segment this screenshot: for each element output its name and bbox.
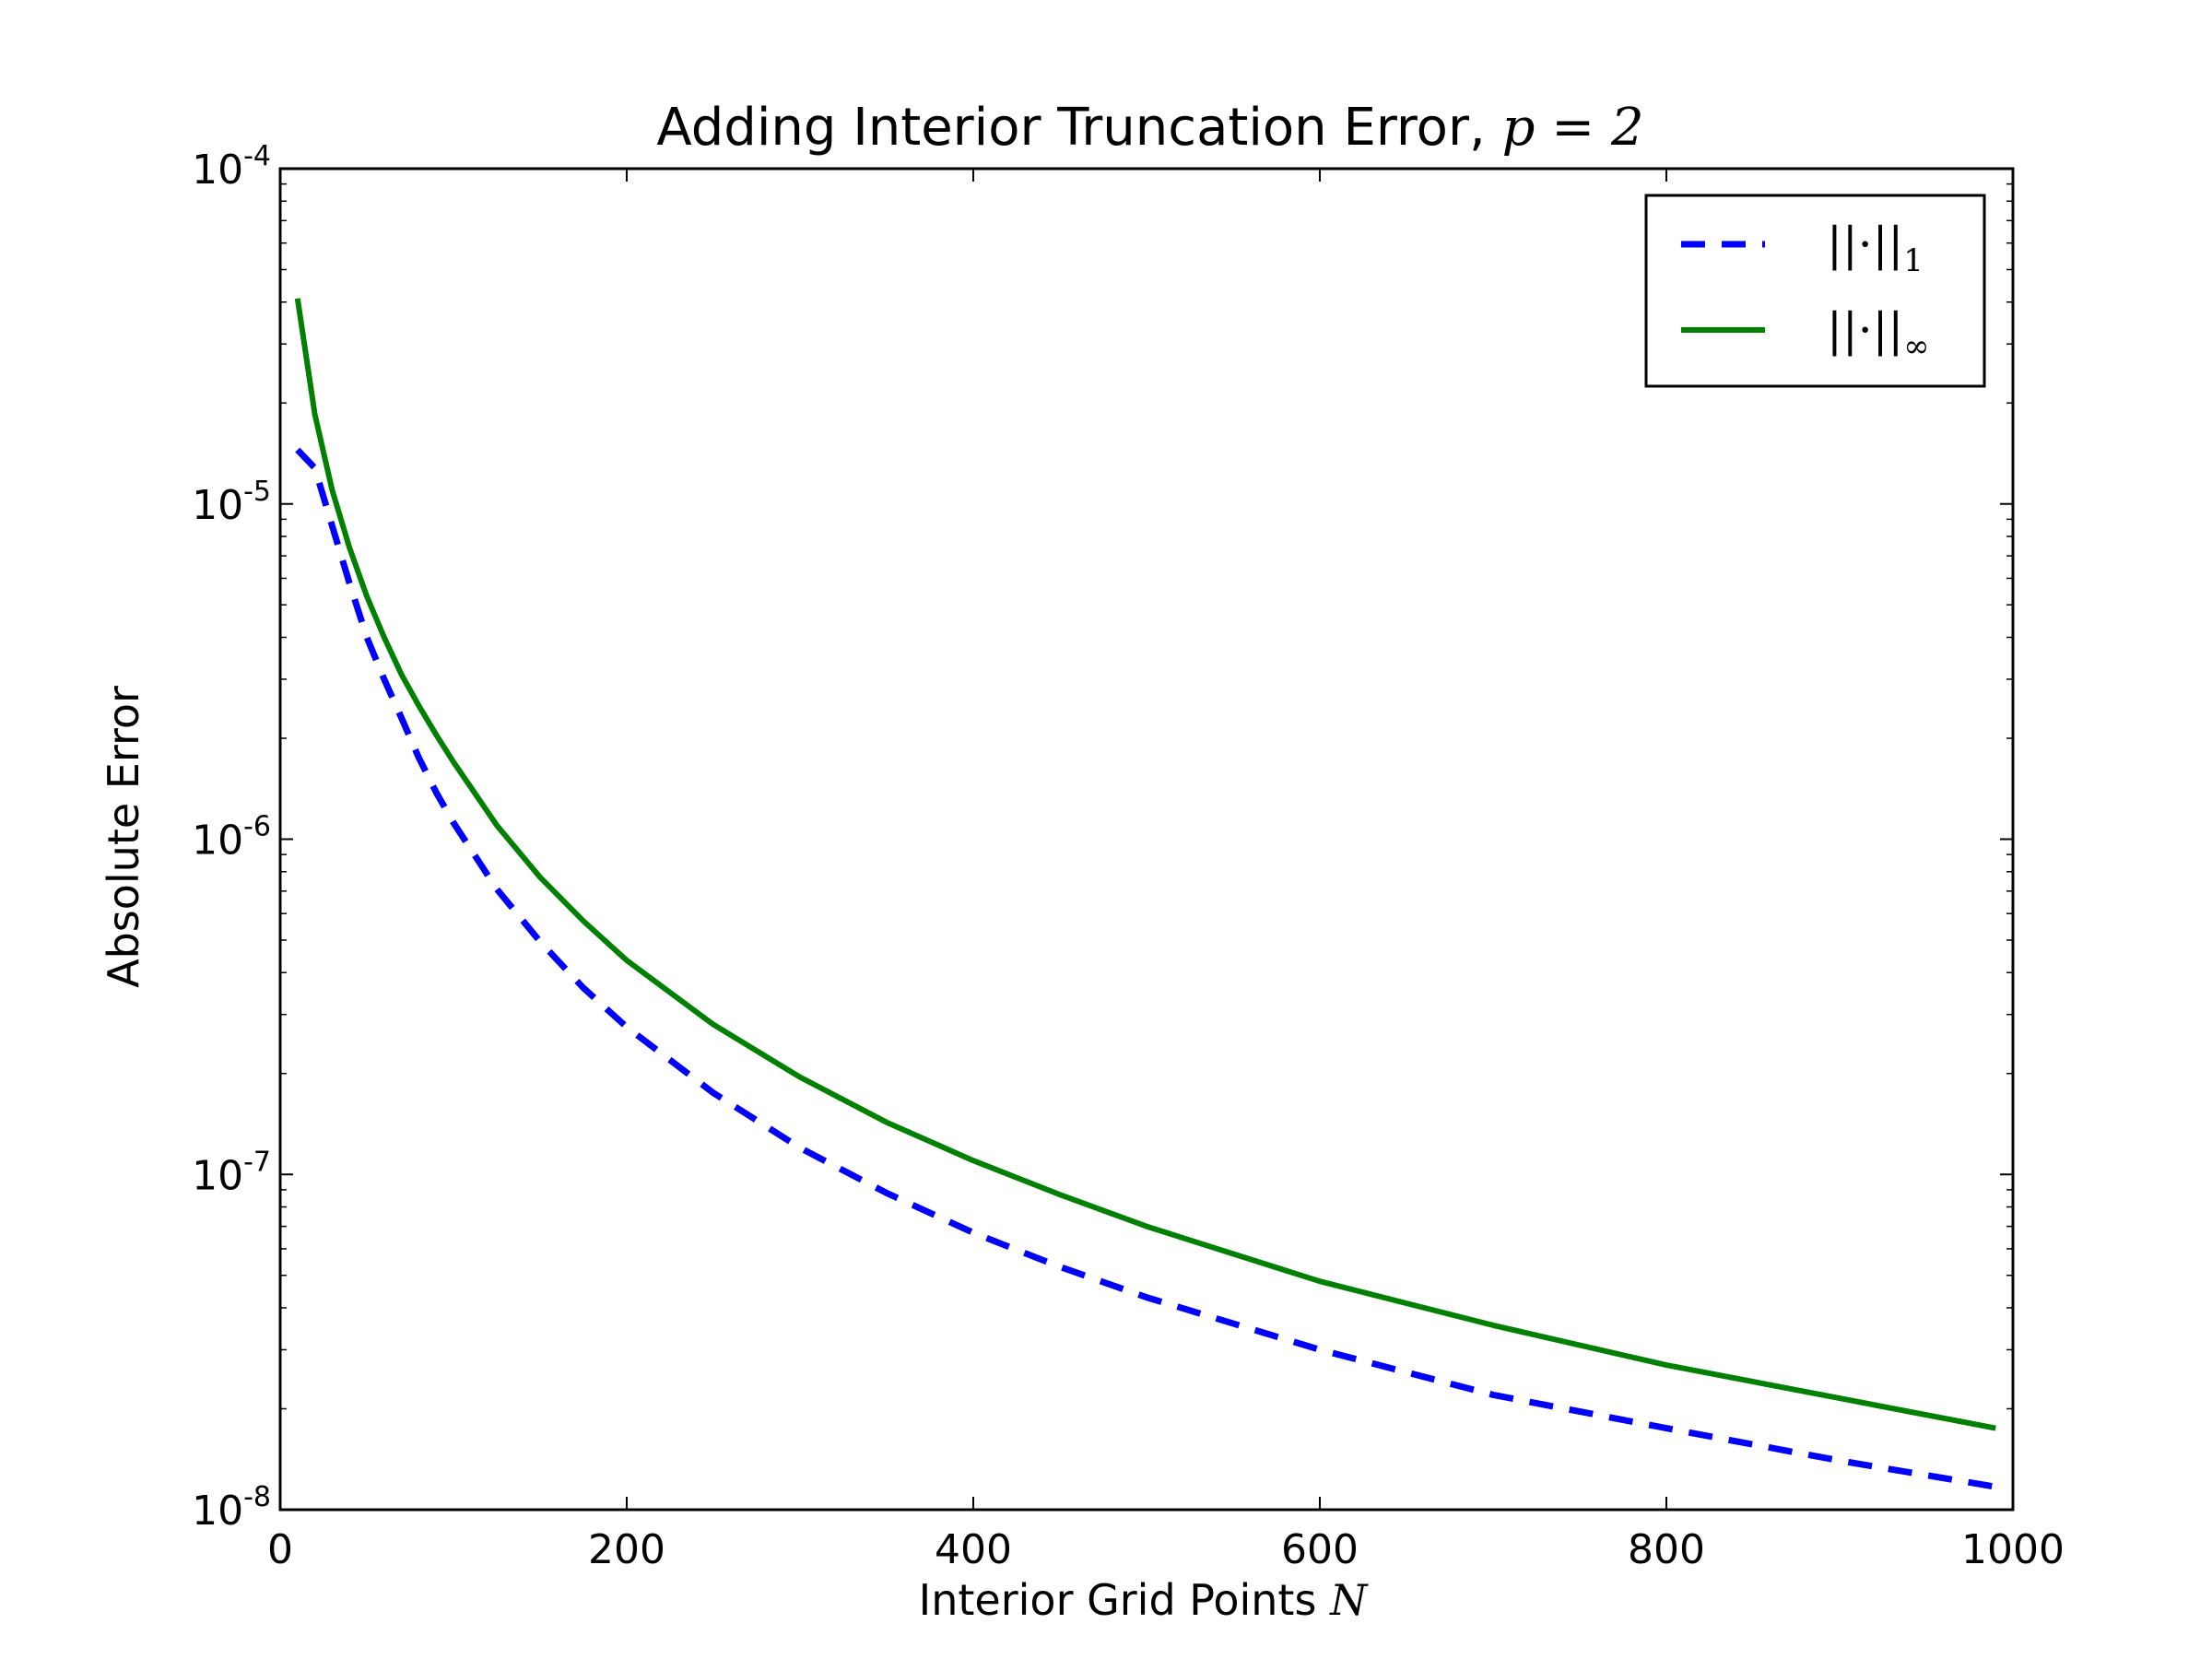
series-line-l1-norm	[295, 447, 1996, 1490]
plot-frame	[278, 167, 2015, 1512]
y-axis-label: Absolute Error	[99, 686, 148, 988]
y-tick-exp: -4	[243, 140, 271, 172]
legend-box	[1644, 194, 1986, 388]
series-line-linf-norm	[294, 298, 1996, 1431]
chart-title-text: Adding Interior Truncation Error,	[656, 98, 1501, 158]
y-tick-label: 10-7	[192, 1146, 271, 1199]
y-tick-labels: 10-8 10-7 10-6 10-5 10-4	[192, 140, 271, 1535]
y-tick-label: 10-8	[192, 1481, 271, 1535]
x-tick-label: 800	[1628, 1526, 1705, 1573]
x-axis-label-text: Interior Grid Points	[919, 1575, 1330, 1625]
y-tick-base: 10	[192, 818, 243, 865]
y-tick-base: 10	[192, 1152, 243, 1199]
chart-title: Adding Interior Truncation Error, p = 2	[656, 98, 1643, 158]
x-tick-labels: 0 200 400 600 800 1000	[267, 1526, 2065, 1573]
legend: ||·||1 ||·||∞	[1644, 194, 1986, 388]
y-tick-exp: -6	[243, 811, 271, 843]
y-tick-base: 10	[192, 147, 243, 194]
x-tick-label: 1000	[1961, 1526, 2065, 1573]
y-tick-label: 10-6	[192, 811, 271, 865]
chart-title-math: p = 2	[1502, 98, 1644, 158]
legend-label-l1-norm: ||·||1	[1827, 218, 1924, 279]
y-tick-label: 10-4	[192, 140, 271, 194]
x-tick-label: 600	[1281, 1526, 1359, 1573]
legend-label-linf-norm: ||·||∞	[1827, 303, 1930, 365]
x-tick-label: 200	[588, 1526, 665, 1573]
x-tick-label: 0	[267, 1526, 293, 1573]
x-axis-label: Interior Grid Points N	[919, 1575, 1369, 1625]
y-tick-exp: -8	[243, 1481, 271, 1513]
y-tick-base: 10	[192, 1488, 243, 1535]
y-tick-exp: -7	[243, 1146, 271, 1178]
y-tick-exp: -5	[243, 476, 271, 508]
y-tick-base: 10	[192, 482, 243, 529]
x-axis-label-math: N	[1329, 1575, 1369, 1625]
y-tick-label: 10-5	[192, 476, 271, 529]
x-tick-label: 400	[935, 1526, 1012, 1573]
